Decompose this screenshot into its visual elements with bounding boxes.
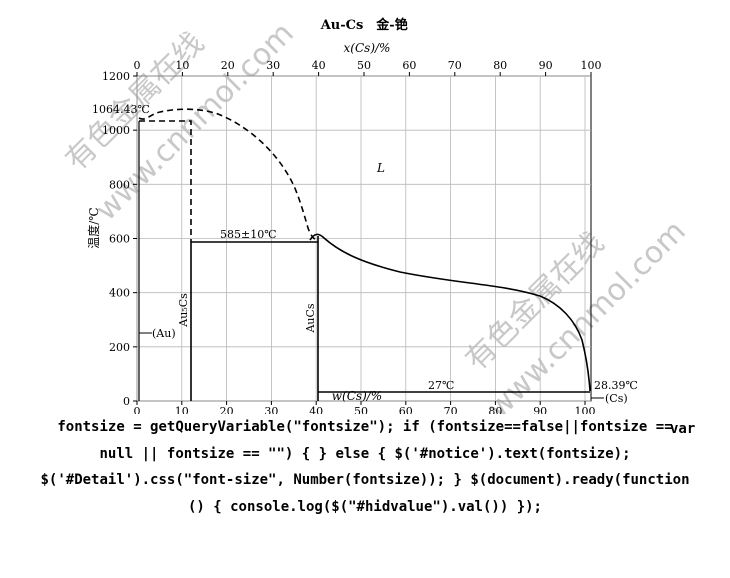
code-line-2: null || fontsize == "") { } else { $('#n… (99, 445, 631, 462)
top-tick-label: 0 (134, 59, 141, 72)
solidus-au-box (139, 120, 192, 240)
annotation-cs-melting: 28.39℃ (594, 379, 638, 392)
top-tick-label: 60 (402, 59, 416, 72)
y-tick-label: 400 (109, 287, 130, 300)
diagram-title-cn: 金-铯 (375, 17, 407, 33)
top-tick-label: 100 (581, 59, 602, 72)
bottom-tick-label: 90 (533, 405, 547, 414)
au-phase-pointer: (Au) (139, 327, 176, 340)
y-tick-label: 0 (123, 395, 130, 408)
watermark-cn-1: 有色金属在线 (59, 26, 211, 178)
code-line-1: fontsize = getQueryVariable("fontsize");… (57, 419, 673, 435)
bottom-tick-label: 10 (175, 405, 189, 414)
phase-label-cs: (Cs) (605, 392, 628, 405)
y-axis-ticks: 0 200 400 600 800 1000 1200 (102, 70, 137, 408)
annotation-au-melting: 1064.43℃ (92, 103, 150, 116)
phase-label-au: (Au) (152, 327, 176, 340)
code-line-4: () { console.log($("#hidvalue").val()) }… (187, 498, 542, 515)
code-line-0: var (670, 421, 696, 437)
cs-phase-pointer: (Cs) (591, 392, 628, 405)
top-axis-label: x(Cs)/% (344, 41, 391, 55)
bottom-tick-label: 60 (399, 405, 413, 414)
y-tick-label: 1000 (102, 124, 130, 137)
y-tick-label: 800 (109, 178, 130, 191)
bottom-axis-ticks: 0 10 20 30 40 50 60 70 80 90 100 (134, 401, 596, 414)
y-tick-label: 1200 (102, 70, 130, 83)
bottom-tick-label: 80 (488, 405, 502, 414)
top-tick-label: 50 (357, 59, 371, 72)
bottom-axis-label: w(Cs)/% (332, 389, 382, 403)
phase-label-liquid: L (376, 161, 385, 175)
top-tick-label: 80 (493, 59, 507, 72)
annotation-eutectic-585: 585±10℃ (220, 228, 277, 241)
top-tick-label: 90 (539, 59, 553, 72)
phase-boundaries (138, 108, 591, 401)
phase-diagram: 有色金属在线 www.cnnmol.com 有色金属在线 www.cnnmol.… (59, 16, 693, 414)
y-tick-label: 200 (109, 341, 130, 354)
script-text-block: var fontsize = getQueryVariable("fontsiz… (10, 414, 720, 520)
code-line-3: $('#Detail').css("font-size", Number(fon… (40, 472, 690, 488)
liquidus-au-side (138, 108, 319, 241)
bottom-tick-label: 20 (220, 405, 234, 414)
y-axis-label: 温度/℃ (86, 207, 101, 248)
diagram-title: Au-Cs (320, 18, 364, 33)
bottom-tick-label: 50 (354, 405, 368, 414)
top-tick-label: 70 (448, 59, 462, 72)
top-tick-label: 40 (312, 59, 326, 72)
bottom-tick-label: 0 (134, 405, 141, 414)
annotation-eutectic-27: 27℃ (428, 379, 454, 392)
bottom-tick-label: 40 (309, 405, 323, 414)
compound-label-au5cs: Au₅Cs (177, 293, 190, 328)
top-tick-label: 10 (175, 59, 189, 72)
y-tick-label: 600 (109, 233, 130, 246)
top-tick-label: 20 (221, 59, 235, 72)
bottom-tick-label: 70 (444, 405, 458, 414)
compound-label-aucs: AuCs (304, 303, 317, 333)
bottom-tick-label: 30 (264, 405, 278, 414)
top-axis-ticks: 0 10 20 30 40 50 60 70 80 90 100 (134, 59, 602, 76)
liquidus-cs-side (309, 233, 591, 392)
bottom-tick-label: 100 (575, 405, 596, 414)
top-tick-label: 30 (266, 59, 280, 72)
